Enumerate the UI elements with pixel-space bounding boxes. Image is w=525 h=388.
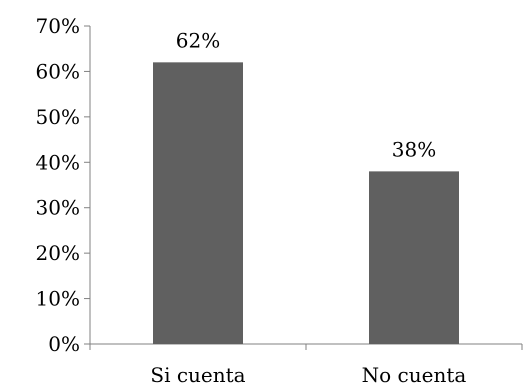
y-tick-label: 20% [36,241,80,265]
data-label: 38% [392,137,436,161]
y-tick-label: 0% [48,332,80,356]
x-axis [89,343,523,350]
category-labels: Si cuenta No cuenta [150,363,466,387]
bars [153,62,459,344]
y-tick-label: 10% [36,287,80,311]
bar [369,171,459,344]
y-tick-label: 70% [36,14,80,38]
y-axis: 0% 10% 20% 30% 40% 50% 60% 70% [36,14,91,356]
data-label: 62% [176,28,220,52]
y-tick-label: 40% [36,150,80,174]
y-tick-label: 30% [36,196,80,220]
category-label: Si cuenta [150,363,245,387]
bar [153,62,243,344]
category-label: No cuenta [362,363,467,387]
y-tick-label: 60% [36,59,80,83]
data-labels: 62% 38% [176,28,436,161]
y-tick-label: 50% [36,105,80,129]
